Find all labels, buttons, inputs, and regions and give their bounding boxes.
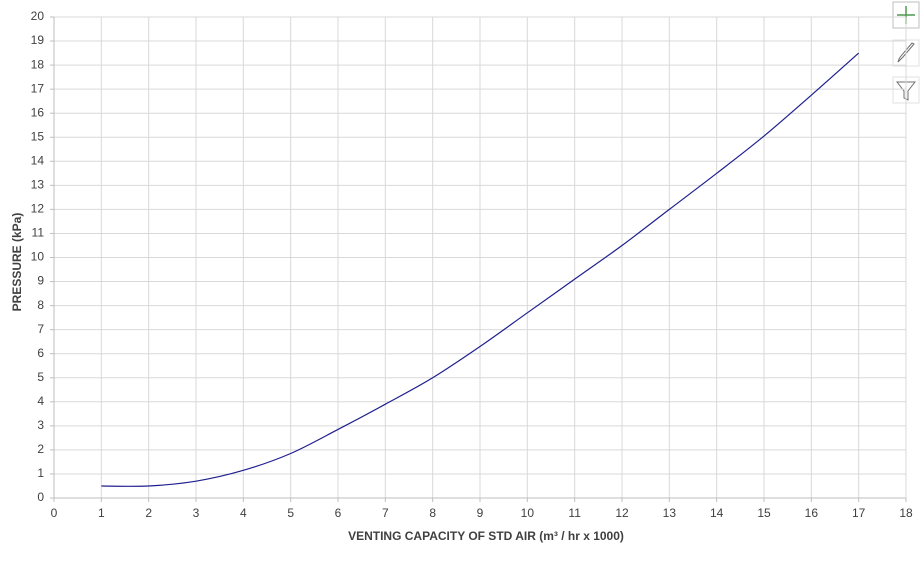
y-tick-label: 2 xyxy=(37,442,44,456)
y-tick-label: 5 xyxy=(37,370,44,384)
y-tick-label: 15 xyxy=(31,129,45,143)
y-tick-label: 6 xyxy=(37,346,44,360)
y-tick-label: 8 xyxy=(37,298,44,312)
x-tick-label: 5 xyxy=(287,506,294,520)
y-tick-label: 4 xyxy=(37,394,44,408)
y-tick-label: 9 xyxy=(37,274,44,288)
x-tick-label: 1 xyxy=(98,506,105,520)
x-tick-label: 14 xyxy=(710,506,724,520)
x-tick-label: 0 xyxy=(51,506,58,520)
y-tick-label: 10 xyxy=(31,250,45,264)
x-tick-label: 18 xyxy=(899,506,913,520)
y-tick-label: 11 xyxy=(32,226,45,240)
x-tick-label: 16 xyxy=(805,506,819,520)
x-tick-label: 8 xyxy=(429,506,436,520)
y-tick-label: 16 xyxy=(31,105,45,119)
y-tick-label: 18 xyxy=(31,57,45,71)
y-tick-label: 1 xyxy=(37,466,44,480)
x-axis-title: VENTING CAPACITY OF STD AIR (m³ / hr x 1… xyxy=(348,529,624,543)
y-tick-label: 7 xyxy=(37,322,44,336)
x-tick-label: 4 xyxy=(240,506,247,520)
x-tick-label: 10 xyxy=(521,506,535,520)
x-tick-label: 6 xyxy=(335,506,342,520)
y-tick-label: 0 xyxy=(37,490,44,504)
y-tick-label: 20 xyxy=(31,9,45,23)
x-tick-label: 12 xyxy=(615,506,629,520)
x-tick-label: 3 xyxy=(193,506,200,520)
y-tick-label: 14 xyxy=(31,153,45,167)
x-tick-label: 9 xyxy=(477,506,484,520)
y-tick-label: 13 xyxy=(31,178,45,192)
x-tick-label: 11 xyxy=(568,506,581,520)
y-tick-label: 17 xyxy=(31,81,45,95)
x-tick-label: 13 xyxy=(663,506,677,520)
x-tick-label: 7 xyxy=(382,506,389,520)
data-line xyxy=(101,52,860,487)
x-tick-label: 2 xyxy=(145,506,152,520)
y-axis-title: PRESSURE (kPa) xyxy=(10,213,24,312)
x-tick-label: 17 xyxy=(852,506,866,520)
y-tick-label: 3 xyxy=(37,418,44,432)
y-tick-label: 19 xyxy=(31,33,45,47)
x-tick-label: 15 xyxy=(757,506,771,520)
y-tick-label: 12 xyxy=(31,202,45,216)
